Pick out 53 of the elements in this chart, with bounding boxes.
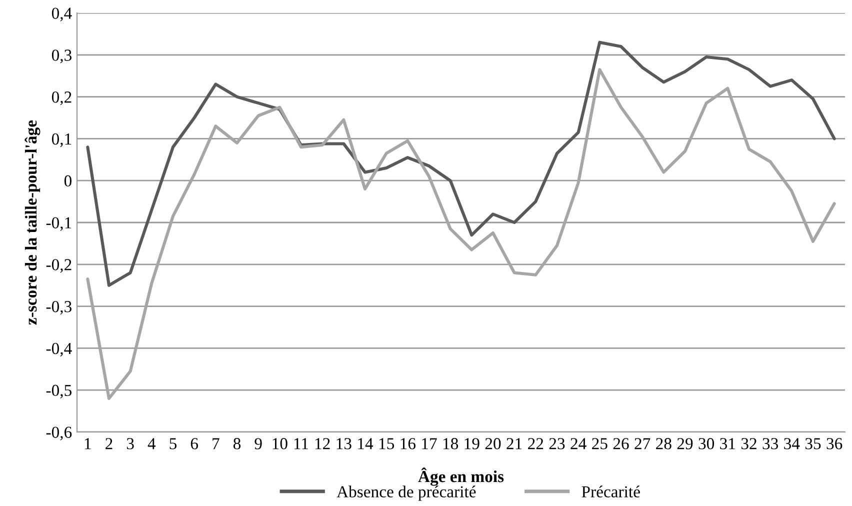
x-tick-label: 8 (233, 438, 241, 450)
x-tick-label: 11 (294, 438, 308, 450)
x-tick-label: 12 (315, 438, 330, 450)
line-series (86, 40, 836, 287)
y-tick-label: 0,3 (52, 50, 72, 64)
legend-label: Absence de précarité (336, 486, 476, 501)
x-tick-label: 30 (698, 438, 714, 450)
x-tick-label: 33 (762, 438, 778, 450)
x-tick-label: 3 (126, 438, 134, 450)
y-tick-label: -0,1 (46, 217, 72, 231)
x-tick-label: 1 (84, 438, 91, 450)
y-tick-label: -0,4 (46, 342, 72, 357)
x-tick-label: 16 (400, 438, 416, 450)
y-tick-label: -0,5 (46, 384, 72, 398)
x-tick-label: 26 (613, 438, 629, 450)
x-tick-label: 18 (443, 438, 458, 450)
x-tick-label: 27 (634, 438, 650, 450)
y-tick-label: -0,2 (46, 259, 72, 273)
x-tick-label: 14 (358, 438, 374, 450)
x-tick-label: 35 (805, 438, 821, 450)
x-tick-label: 25 (592, 438, 608, 450)
x-tick-label: 24 (570, 438, 586, 450)
x-tick-label: 13 (336, 438, 352, 450)
y-tick-label: -0,6 (46, 426, 72, 440)
x-tick-label: 31 (720, 438, 735, 450)
y-tick-label: 0,4 (52, 8, 72, 22)
y-tick-label: 0,2 (52, 92, 72, 106)
y-tick-label: 0,1 (52, 133, 72, 148)
x-tick-label: 21 (506, 438, 522, 450)
x-tick-label: 19 (464, 438, 480, 450)
x-tick-label: 32 (741, 438, 756, 450)
x-tick-label: 23 (549, 438, 565, 450)
line-series (86, 68, 836, 400)
x-tick-label: 34 (784, 438, 800, 450)
x-tick-label: 17 (422, 438, 437, 450)
x-axis-title: Âge en mois (418, 468, 504, 486)
x-tick-label: 9 (254, 438, 262, 450)
x-tick-label: 28 (656, 438, 672, 450)
legend-label: Précarité (582, 486, 640, 498)
y-tick-label: 0 (64, 175, 72, 187)
x-tick-label: 7 (212, 438, 220, 450)
y-tick-label: -0,3 (46, 301, 72, 315)
x-tick-label: 29 (677, 438, 693, 450)
x-tick-label: 20 (485, 438, 501, 450)
x-tick-label: 22 (528, 438, 544, 450)
y-axis-title: z-score de la taille-pour-l'âge (24, 120, 40, 325)
x-tick-label: 15 (379, 438, 394, 450)
x-tick-label: 10 (272, 438, 288, 450)
x-tick-label: 36 (826, 438, 842, 450)
x-tick-label: 4 (148, 438, 156, 450)
x-tick-label: 6 (190, 438, 198, 450)
x-tick-label: 2 (106, 438, 112, 450)
x-tick-label: 5 (170, 438, 177, 450)
